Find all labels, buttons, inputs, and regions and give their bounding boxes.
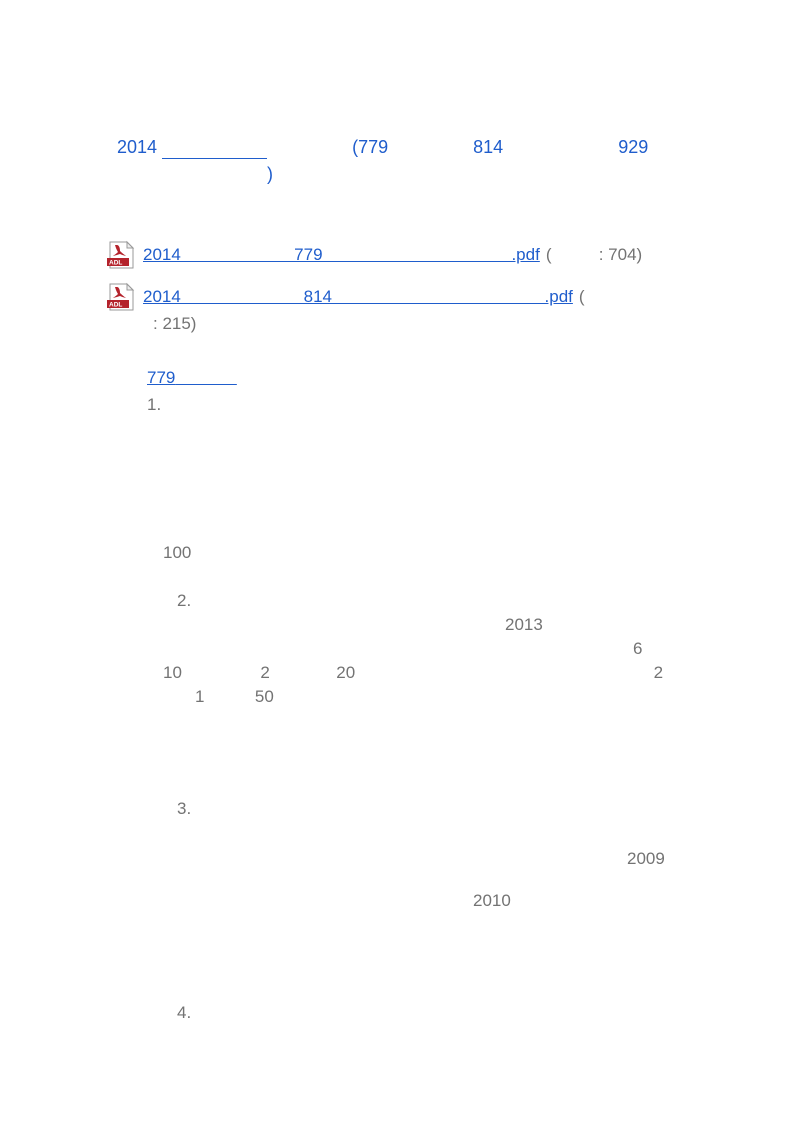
item2-row2: 1 50 bbox=[195, 687, 713, 707]
pdf-link-1[interactable]: 2014 779 .pdf bbox=[143, 245, 540, 265]
pdf-link-2[interactable]: 2014 814 .pdf bbox=[143, 287, 573, 307]
item2-2b: 2 bbox=[654, 663, 663, 682]
title-blank-underline bbox=[162, 137, 267, 159]
item2-20: 20 bbox=[336, 663, 355, 682]
pdf-icon: ADL bbox=[107, 240, 135, 270]
item2-6: 6 bbox=[633, 639, 713, 659]
item2-10: 10 bbox=[163, 663, 182, 682]
item3-2009: 2009 bbox=[627, 849, 713, 869]
value-100: 100 bbox=[163, 542, 713, 565]
title-paren-close: ) bbox=[197, 164, 273, 184]
item2-1: 1 bbox=[195, 687, 204, 706]
item2-2013: 2013 bbox=[505, 615, 713, 635]
section-779-link[interactable]: 779 bbox=[147, 368, 237, 388]
item-2: 2. bbox=[177, 591, 713, 611]
item2-row: 10 2 20 2 bbox=[163, 663, 713, 683]
item-3: 3. bbox=[177, 799, 713, 819]
svg-text:ADL: ADL bbox=[109, 302, 122, 309]
item-4: 4. bbox=[177, 1003, 713, 1023]
title-year: 2014 bbox=[117, 137, 157, 157]
item-1: 1. bbox=[147, 394, 713, 417]
title-paren-open: (779 bbox=[352, 137, 388, 157]
attachment-row-1: ADL 2014 779 .pdf ( : 704) bbox=[107, 240, 713, 270]
svg-text:ADL: ADL bbox=[109, 260, 122, 267]
title-end-number: 929 bbox=[618, 137, 648, 157]
pdf-meta-1: ( : 704) bbox=[546, 245, 642, 265]
document-title: 2014 (779 814 929 ) bbox=[117, 134, 713, 188]
item2-2a: 2 bbox=[260, 663, 269, 682]
attachment-row-2: ADL 2014 814 .pdf ( bbox=[107, 282, 713, 312]
item3-2010: 2010 bbox=[473, 891, 713, 911]
section-779-year: 779 bbox=[147, 368, 175, 387]
pdf-icon: ADL bbox=[107, 282, 135, 312]
pdf-meta-2-wrap: : 215) bbox=[153, 314, 713, 334]
item2-50: 50 bbox=[255, 687, 274, 706]
pdf-meta-2-open: ( bbox=[579, 287, 585, 307]
document-body: 2014 (779 814 929 ) ADL 2014 779 bbox=[117, 134, 713, 1023]
title-mid-number: 814 bbox=[473, 137, 503, 157]
section-779-pad bbox=[175, 368, 236, 387]
